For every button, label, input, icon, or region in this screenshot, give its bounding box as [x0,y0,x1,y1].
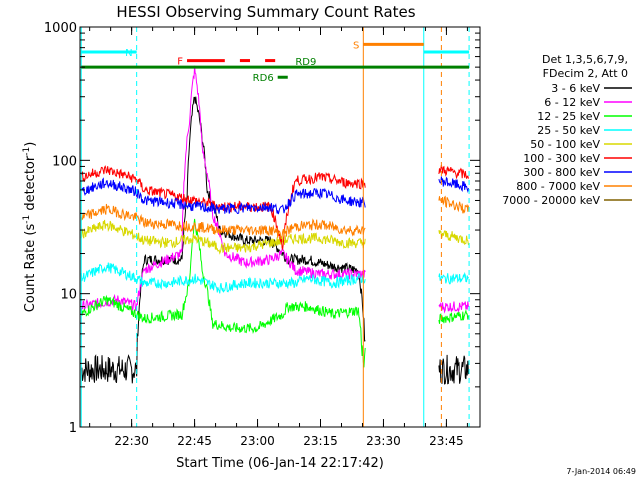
chart-title: HESSI Observing Summary Count Rates [116,3,415,21]
legend-label-12-25-kev: 12 - 25 keV [537,110,600,123]
y-tick-label-3: 1000 [44,21,77,36]
x-tick-label-2: 23:00 [240,434,275,448]
series-line-800-7000-kev [438,195,469,214]
legend-label-25-50-kev: 25 - 50 keV [537,124,600,137]
series-line-800-7000-kev [80,203,366,238]
x-tick-label-4: 23:30 [366,434,401,448]
tick-layer: 22:30 22:45 23:00 23:15 23:30 23:45 1 10 100 1000 [44,21,480,448]
annotation-layer: N F S RD9 RD6 [80,27,470,427]
x-tick-label-5: 23:45 [429,434,464,448]
legend-label-3-6-kev: 3 - 6 keV [551,82,600,95]
legend-label-800-7000-kev: 800 - 7000 keV [516,180,600,193]
annotation-label-rd6: RD6 [253,73,274,84]
legend-label-50-100-kev: 50 - 100 keV [530,138,600,151]
y-tick-label-1: 10 [60,288,77,303]
series-line-6-12-kev [438,301,469,314]
series-line-300-800-kev [80,177,366,215]
series-line-100-300-kev [81,165,366,251]
annotation-label-rd9: RD9 [295,57,316,68]
legend-label-100-300-kev: 100 - 300 keV [523,152,600,165]
x-tick-label-1: 22:45 [177,434,212,448]
series-line-25-50-kev [80,262,366,294]
legend: Det 1,3,5,6,7,9, FDecim 2, Att 0 3 - 6 k… [502,53,632,207]
series-layer [80,65,469,385]
series-line-50-100-kev [80,219,366,255]
series-line-3-6-kev [438,354,469,385]
plot-frame [79,26,481,428]
series-line-3-6-kev [80,96,366,384]
series-line-6-12-kev [80,65,366,312]
x-tick-label-3: 23:15 [303,434,338,448]
series-line-100-300-kev [438,164,469,180]
series-line-25-50-kev [438,271,469,285]
legend-label-7000-20000-kev: 7000 - 20000 keV [502,194,600,207]
x-axis-label: Start Time (06-Jan-14 22:17:42) [176,456,384,471]
x-tick-label-0: 22:30 [114,434,149,448]
y-tick-label-2: 100 [52,154,77,169]
series-line-50-100-kev [438,229,469,246]
annotation-label-s: S [353,40,359,51]
y-tick-label-0: 1 [69,421,77,436]
y-axis-label: Count Rate (s-1 detector-1) [22,142,38,313]
generation-timestamp: 7-Jan-2014 06:49 [566,467,636,476]
legend-label-6-12-kev: 6 - 12 keV [544,96,600,109]
annotation-label-f: F [177,57,183,68]
legend-header-1: Det 1,3,5,6,7,9, [542,53,628,66]
series-line-12-25-kev [438,308,469,324]
series-line-12-25-kev [80,218,366,368]
legend-header-2: FDecim 2, Att 0 [543,67,628,80]
annotation-label-n: N [125,48,132,59]
legend-label-300-800-kev: 300 - 800 keV [523,166,600,179]
series-line-300-800-kev [438,176,469,193]
